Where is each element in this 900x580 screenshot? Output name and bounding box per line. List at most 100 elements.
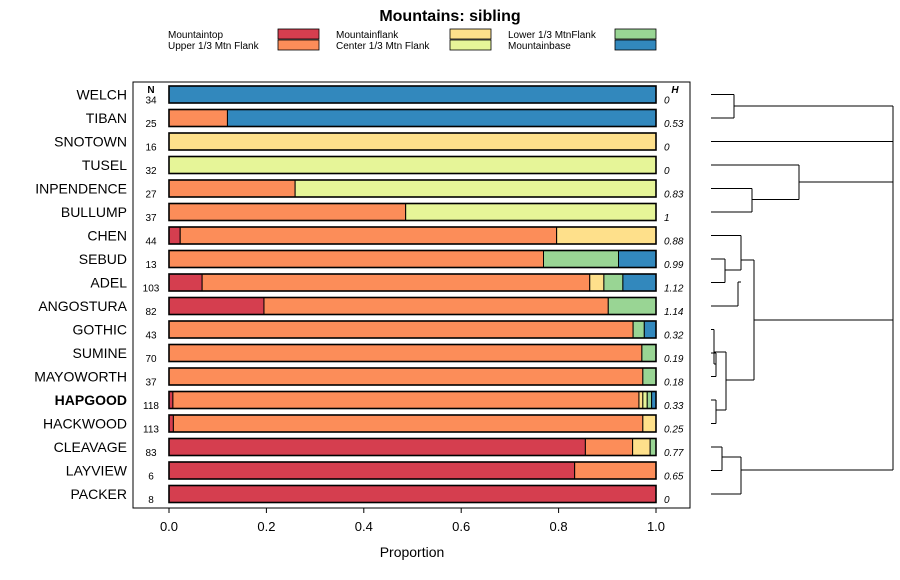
n-value-bullump: 37 — [145, 213, 157, 224]
x-tick-label-1: 0.2 — [257, 519, 275, 534]
row-chen: CHEN 44 0.88 — [87, 226, 684, 248]
h-value-sebud: 0.99 — [664, 260, 684, 271]
bar-segment-inpendence-center-1-3-mtn-flank — [294, 179, 657, 198]
h-value-mayoworth: 0.18 — [664, 378, 684, 389]
bar-segment-hapgood-lower-1-3-mtnflank — [646, 391, 653, 409]
h-value-gothic: 0.32 — [664, 331, 684, 342]
row-inpendence: INPENDENCE 27 0.83 — [35, 179, 684, 201]
row-angostura: ANGOSTURA 82 1.14 — [38, 296, 684, 318]
row-label-mayoworth: MAYOWORTH — [34, 369, 127, 385]
legend-swatch-mountaintop — [277, 28, 320, 40]
legend-swatch-center-1-3-mtn-flank — [449, 39, 492, 51]
bar-segment-sumine-upper-1-3-mtn-flank — [168, 344, 643, 362]
row-tiban: TIBAN 25 0.53 — [86, 108, 684, 130]
bar-segment-gothic-upper-1-3-mtn-flank — [168, 320, 634, 339]
bar-outline-inpendence — [168, 179, 657, 198]
row-label-chen: CHEN — [87, 228, 127, 244]
n-value-chen: 44 — [145, 237, 157, 248]
bar-outline-angostura — [168, 296, 657, 316]
row-label-sumine: SUMINE — [73, 345, 127, 361]
h-value-chen: 0.88 — [664, 237, 684, 248]
bar-segment-sumine-lower-1-3-mtnflank — [641, 344, 657, 362]
row-label-tiban: TIBAN — [86, 110, 127, 126]
row-cleavage: CLEAVAGE 83 0.77 — [54, 437, 684, 459]
row-label-cleavage: CLEAVAGE — [54, 439, 127, 455]
row-sumine: SUMINE 70 0.19 — [73, 343, 684, 365]
bar-segment-cleavage-mountainflank — [632, 438, 651, 456]
h-value-layview: 0.65 — [664, 472, 684, 483]
row-label-bullump: BULLUMP — [61, 204, 127, 220]
bar-outline-tusel — [168, 155, 657, 175]
dendrogram — [711, 94, 894, 495]
bar-segment-layview-upper-1-3-mtn-flank — [574, 461, 657, 480]
h-value-adel: 1.12 — [664, 284, 684, 295]
h-value-tusel: 0 — [664, 166, 670, 177]
bar-segment-tiban-upper-1-3-mtn-flank — [168, 109, 228, 127]
bar-segment-cleavage-lower-1-3-mtnflank — [649, 438, 657, 456]
bar-segment-adel-mountaintop — [168, 273, 203, 292]
row-packer: PACKER 8 0 — [70, 484, 670, 506]
bar-segment-gothic-mountainbase — [643, 320, 657, 339]
bar-segment-bullump-upper-1-3-mtn-flank — [168, 203, 407, 221]
bar-segment-chen-mountainflank — [556, 226, 657, 245]
h-value-cleavage: 0.77 — [664, 448, 684, 459]
n-value-packer: 8 — [148, 495, 154, 506]
legend-label-lower-1-3-mtnflank: Lower 1/3 MtnFlank — [508, 30, 597, 41]
n-value-angostura: 82 — [145, 307, 157, 318]
legend-label-center-1-3-mtn-flank: Center 1/3 Mtn Flank — [336, 41, 430, 52]
legend-label-mountainbase: Mountainbase — [508, 41, 571, 52]
bar-outline-mayoworth — [168, 367, 657, 386]
bar-segment-cleavage-upper-1-3-mtn-flank — [584, 438, 634, 456]
bar-segment-layview-mountaintop — [168, 461, 576, 480]
row-label-layview: LAYVIEW — [66, 463, 128, 479]
h-value-inpendence: 0.83 — [664, 190, 684, 201]
bar-segment-hapgood-center-1-3-mtn-flank — [642, 391, 648, 409]
bar-segment-inpendence-upper-1-3-mtn-flank — [168, 179, 296, 198]
h-value-hackwood: 0.25 — [664, 425, 684, 436]
bar-segment-adel-lower-1-3-mtnflank — [603, 273, 624, 292]
x-axis: 0.0 0.2 0.4 0.6 0.8 1.0 — [160, 508, 665, 534]
n-value-gothic: 43 — [145, 331, 157, 342]
bar-segment-sebud-lower-1-3-mtnflank — [543, 250, 620, 268]
bar-segment-angostura-mountaintop — [168, 297, 265, 315]
legend-swatch-lower-1-3-mtnflank — [614, 28, 657, 40]
x-tick-label-2: 0.4 — [355, 519, 373, 534]
row-tusel: TUSEL 32 0 — [82, 155, 670, 177]
n-value-layview: 6 — [148, 472, 154, 483]
bar-segment-cleavage-mountaintop — [168, 438, 586, 456]
bar-outline-hapgood — [168, 390, 657, 410]
n-value-cleavage: 83 — [145, 448, 157, 459]
row-snotown: SNOTOWN 16 0 — [54, 132, 670, 154]
row-adel: ADEL 103 1.12 — [90, 273, 684, 295]
legend-swatch-mountainflank — [449, 28, 492, 40]
x-tick-label-3: 0.6 — [452, 519, 470, 534]
row-label-welch: WELCH — [76, 87, 127, 103]
bar-segment-tusel-center-1-3-mtn-flank — [168, 156, 657, 174]
row-label-angostura: ANGOSTURA — [38, 298, 127, 314]
bar-segment-adel-upper-1-3-mtn-flank — [201, 273, 591, 292]
bar-outline-tiban — [168, 108, 657, 128]
bar-segment-adel-mountainflank — [589, 273, 605, 292]
bar-segment-bullump-center-1-3-mtn-flank — [405, 203, 657, 221]
bar-segment-mayoworth-upper-1-3-mtn-flank — [168, 367, 644, 386]
h-value-bullump: 1 — [664, 213, 670, 224]
legend-label-mountaintop: Mountaintop — [168, 30, 223, 41]
n-value-hapgood: 118 — [143, 401, 159, 412]
n-value-hackwood: 113 — [143, 425, 159, 436]
h-value-packer: 0 — [664, 495, 670, 506]
h-value-sumine: 0.19 — [664, 354, 684, 365]
bar-segment-chen-mountaintop — [168, 226, 181, 245]
row-welch: WELCH 34 0 — [76, 85, 670, 107]
h-value-angostura: 1.14 — [664, 307, 684, 318]
n-value-sebud: 13 — [145, 260, 157, 271]
x-tick-label-0: 0.0 — [160, 519, 178, 534]
n-value-mayoworth: 37 — [145, 378, 157, 389]
legend-label-upper-1-3-mtn-flank: Upper 1/3 Mtn Flank — [168, 41, 260, 52]
bar-segment-hapgood-upper-1-3-mtn-flank — [172, 391, 640, 409]
row-label-inpendence: INPENDENCE — [35, 181, 127, 197]
plot-frame — [132, 81, 691, 509]
n-column-header: N — [147, 85, 154, 96]
bar-outline-snotown — [168, 132, 657, 151]
bar-segment-chen-upper-1-3-mtn-flank — [179, 226, 558, 245]
